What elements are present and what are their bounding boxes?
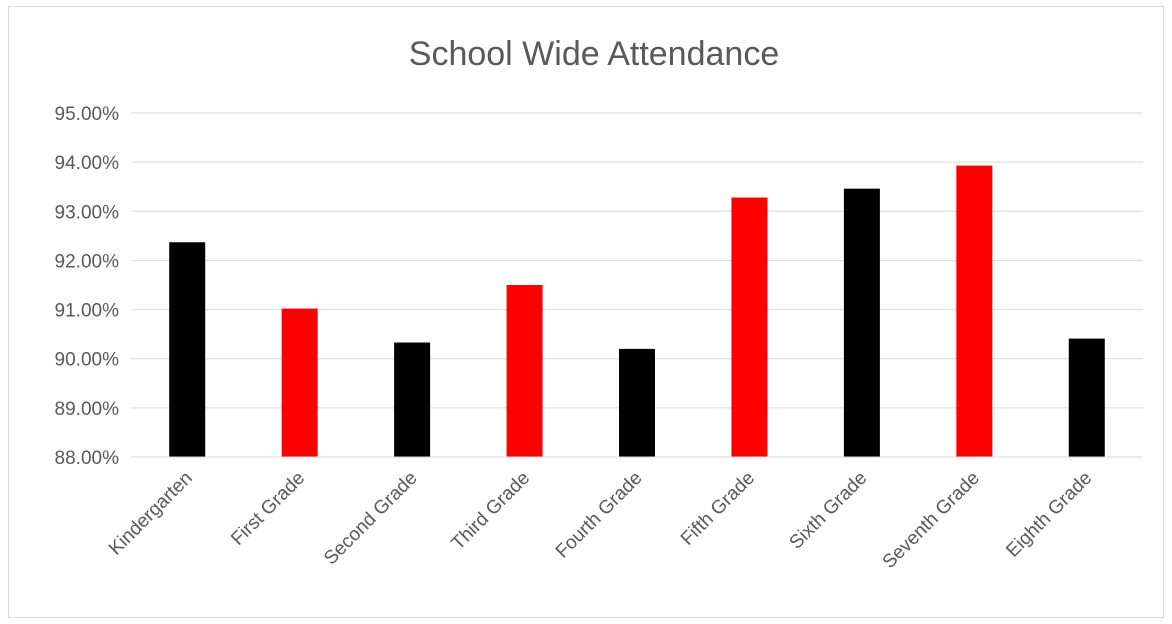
x-category-label: Eighth Grade bbox=[1002, 468, 1096, 562]
y-tick-label: 91.00% bbox=[55, 301, 120, 322]
x-category-label: Fourth Grade bbox=[552, 468, 647, 563]
y-tick-label: 95.00% bbox=[55, 104, 120, 125]
bar-kindergarten bbox=[169, 242, 206, 457]
x-category-label: Fifth Grade bbox=[677, 468, 759, 550]
bar-eighth-grade bbox=[1068, 338, 1105, 457]
bars bbox=[169, 165, 1105, 458]
bar-third-grade bbox=[506, 285, 543, 457]
bar-fourth-grade bbox=[619, 348, 655, 457]
y-tick-label: 90.00% bbox=[55, 350, 120, 371]
y-tick-label: 94.00% bbox=[55, 153, 120, 174]
y-tick-label: 92.00% bbox=[55, 251, 120, 272]
bar-fifth-grade bbox=[731, 197, 768, 458]
x-category-label: Second Grade bbox=[320, 468, 421, 569]
y-tick-label: 93.00% bbox=[55, 202, 120, 223]
bar-seventh-grade bbox=[956, 165, 993, 457]
y-tick-label: 88.00% bbox=[55, 448, 120, 469]
x-category-label: Sixth Grade bbox=[786, 468, 872, 554]
x-category-label: Seventh Grade bbox=[879, 468, 984, 573]
bar-sixth-grade bbox=[843, 188, 880, 457]
bar-first-grade bbox=[281, 308, 318, 457]
chart-area: School Wide Attendance 88.00% 89.00% 90.00… bbox=[8, 6, 1164, 618]
x-category-label: Kindergarten bbox=[105, 468, 197, 560]
y-tick-label: 89.00% bbox=[55, 399, 120, 420]
x-category-label: Third Grade bbox=[448, 468, 535, 555]
chart-title: School Wide Attendance bbox=[409, 35, 779, 73]
bar-second-grade bbox=[394, 342, 431, 457]
y-axis-tick-labels: 88.00% 89.00% 90.00% 91.00% 92.00% 93.00% 94.0… bbox=[55, 104, 120, 469]
chart-canvas: School Wide Attendance 88.00% 89.00% 90.00… bbox=[55, 35, 1143, 573]
x-axis-category-labels: Kindergarten First Grade Second Grade Third… bbox=[105, 468, 1096, 573]
x-category-label: First Grade bbox=[227, 468, 309, 550]
